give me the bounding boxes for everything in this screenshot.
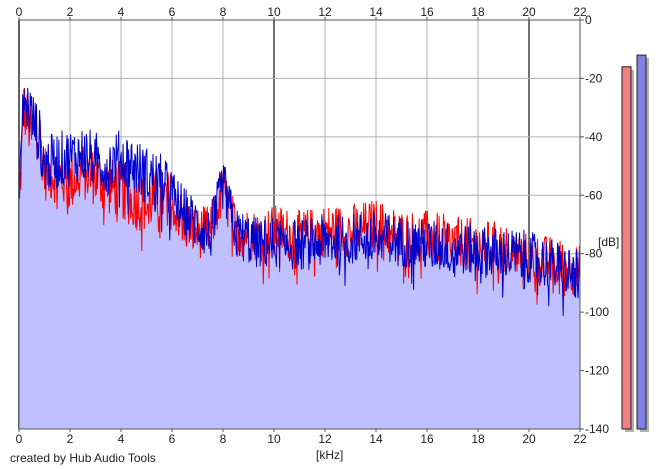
x-tick-label-bottom: 0 [16,432,23,446]
x-tick-label-bottom: 16 [420,432,434,446]
x-tick-label-top: 6 [169,5,176,19]
x-tick-label-top: 4 [118,5,125,19]
axes: 002244668810101212141416161818202022220-… [16,5,610,446]
x-tick-label-bottom: 2 [67,432,74,446]
x-tick-label-top: 2 [67,5,74,19]
x-tick-label-top: 22 [573,5,587,19]
y-tick-label: -60 [585,188,603,202]
y-tick-label: -120 [585,364,609,378]
credit-text: created by Hub Audio Tools [10,451,156,465]
level-meter-1 [621,66,632,430]
x-tick-label-top: 8 [220,5,227,19]
x-tick-label-bottom: 4 [118,432,125,446]
plot-frame [18,19,581,430]
y-tick-label: -100 [585,305,609,319]
level-meters [621,54,649,433]
x-tick-label-bottom: 22 [573,432,587,446]
y-tick-label: -20 [585,71,603,85]
y-axis-label: [dB] [598,235,619,249]
series-line-2 [18,87,581,317]
x-tick-label-top: 10 [267,5,281,19]
y-tick-label: -140 [585,422,609,436]
x-tick-label-top: 20 [522,5,536,19]
series-lines [18,87,581,317]
x-tick-label-bottom: 20 [522,432,536,446]
x-tick-label-bottom: 14 [369,432,383,446]
y-tick-label: 0 [585,13,592,27]
level-meter-2 [636,54,647,430]
x-tick-label-top: 16 [420,5,434,19]
x-tick-label-top: 12 [318,5,332,19]
x-tick-label-bottom: 8 [220,432,227,446]
y-tick-label: -80 [585,247,603,261]
x-tick-label-bottom: 18 [471,432,485,446]
x-tick-label-bottom: 10 [267,432,281,446]
x-tick-label-top: 0 [16,5,23,19]
x-axis-label: [kHz] [316,448,343,462]
y-tick-label: -40 [585,130,603,144]
x-tick-label-bottom: 12 [318,432,332,446]
x-tick-label-top: 14 [369,5,383,19]
x-tick-label-top: 18 [471,5,485,19]
x-tick-label-bottom: 6 [169,432,176,446]
